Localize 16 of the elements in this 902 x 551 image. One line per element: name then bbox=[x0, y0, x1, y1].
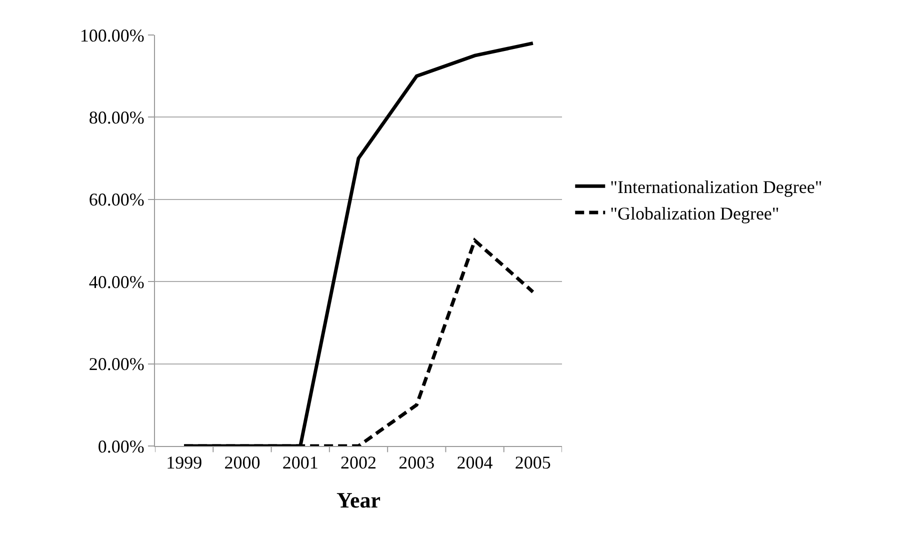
y-tick-label: 60.00% bbox=[88, 190, 144, 210]
x-tick-label: 1999 bbox=[166, 452, 202, 473]
y-tick-label: 40.00% bbox=[88, 272, 144, 292]
legend-label: "Internationalization Degree" bbox=[610, 177, 822, 198]
y-tick-label: 20.00% bbox=[88, 354, 144, 374]
x-tick-label: 2003 bbox=[398, 452, 435, 473]
x-tick-label: 2001 bbox=[282, 452, 318, 473]
x-tick-label: 2002 bbox=[340, 452, 376, 473]
y-tick-label: 100.00% bbox=[80, 25, 144, 46]
legend-label: "Globalization Degree" bbox=[610, 204, 780, 224]
y-tick-label: 80.00% bbox=[88, 108, 144, 128]
x-tick-label: 2000 bbox=[224, 452, 260, 473]
y-tick-label: 0.00% bbox=[98, 436, 144, 456]
x-axis-title: Year bbox=[336, 488, 381, 512]
x-tick-label: 2005 bbox=[514, 452, 551, 473]
x-tick-label: 2004 bbox=[456, 452, 493, 473]
